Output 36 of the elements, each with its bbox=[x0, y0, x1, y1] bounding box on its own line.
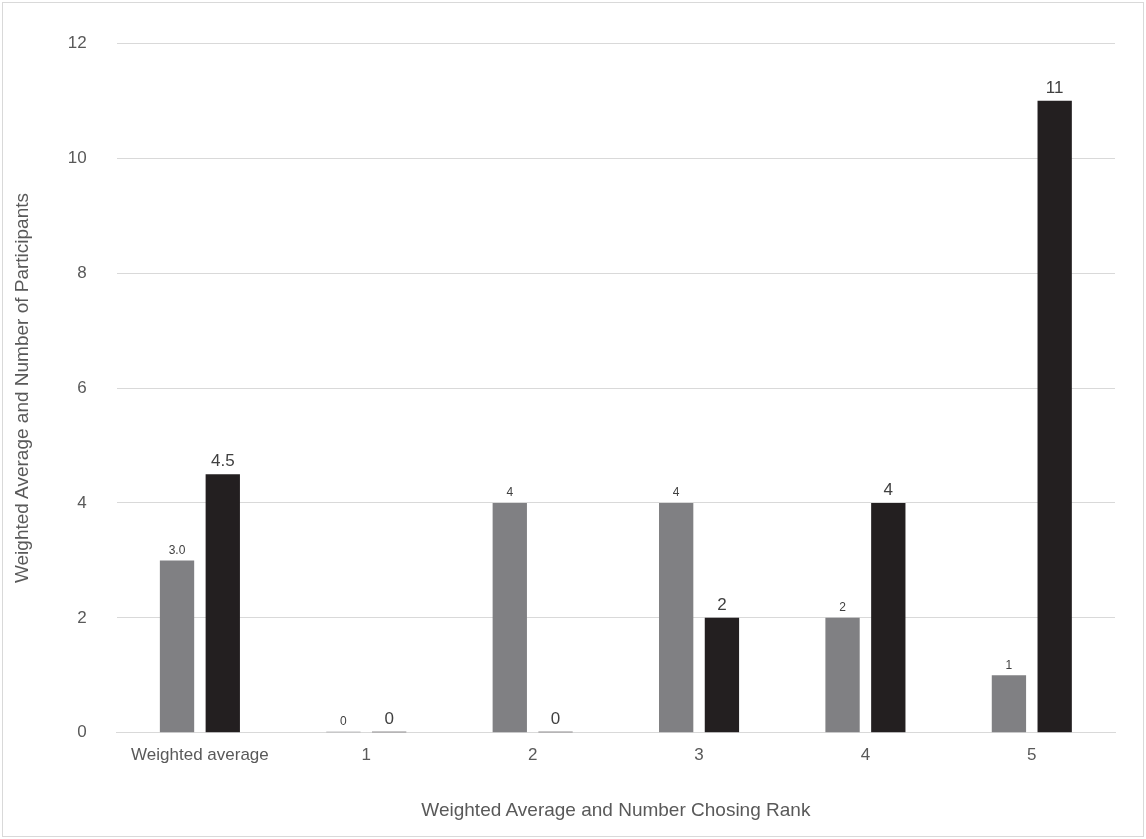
data-label: 4.5 bbox=[210, 451, 235, 471]
y-tick-label: 12 bbox=[67, 32, 87, 52]
data-label: 0 bbox=[550, 708, 561, 728]
x-tick-label: 4 bbox=[860, 744, 871, 764]
bar bbox=[205, 474, 240, 733]
x-tick-label: 5 bbox=[1027, 744, 1037, 764]
data-label: 3.0 bbox=[168, 542, 186, 557]
data-label: 2 bbox=[839, 600, 847, 615]
data-label: 0 bbox=[340, 714, 348, 729]
bar bbox=[704, 617, 740, 733]
bar bbox=[871, 502, 906, 733]
data-label: 4 bbox=[883, 480, 894, 500]
data-label: 4 bbox=[506, 485, 514, 500]
y-tick-label: 4 bbox=[77, 492, 87, 512]
x-axis-title: Weighted Average and Number Chosing Rank bbox=[421, 798, 811, 820]
y-tick-label: 6 bbox=[77, 377, 87, 397]
y-tick-label: 2 bbox=[77, 607, 87, 627]
data-label: 0 bbox=[384, 708, 394, 728]
y-axis-title: Weighted Average and Number of Participants bbox=[10, 192, 32, 584]
bar bbox=[1037, 100, 1072, 733]
bar bbox=[825, 617, 860, 733]
data-label: 11 bbox=[1045, 77, 1064, 97]
y-tick-label: 0 bbox=[77, 722, 87, 742]
bar bbox=[659, 502, 694, 733]
x-tick-label: 2 bbox=[527, 744, 538, 764]
bar bbox=[159, 560, 195, 733]
data-label: 1 bbox=[1005, 657, 1013, 672]
y-tick-label: 8 bbox=[77, 262, 87, 282]
y-tick-label: 10 bbox=[67, 147, 87, 167]
x-tick-label: Weighted average bbox=[131, 744, 269, 764]
data-label: 4 bbox=[672, 485, 680, 500]
data-label: 2 bbox=[717, 595, 727, 615]
bar bbox=[492, 502, 527, 733]
x-tick-label: 1 bbox=[361, 744, 372, 764]
bar bbox=[991, 675, 1027, 733]
x-tick-label: 3 bbox=[694, 744, 704, 764]
